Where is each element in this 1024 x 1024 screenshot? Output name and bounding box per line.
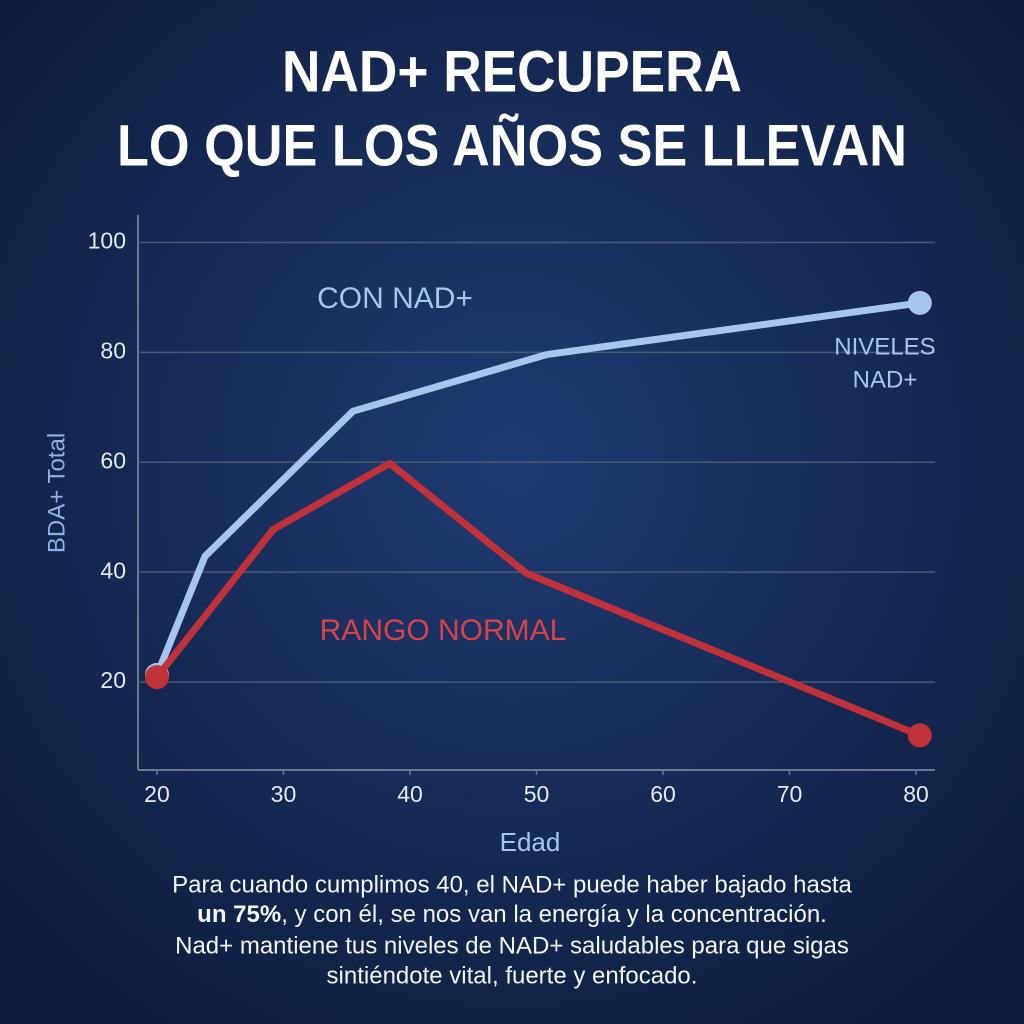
- y-tick-label: 80: [100, 337, 126, 363]
- x-tick-label: 40: [397, 781, 423, 807]
- end-point: [144, 665, 169, 690]
- end-point: [907, 723, 932, 748]
- y-tick-label: 40: [100, 557, 126, 583]
- y-tick-label: 100: [88, 228, 126, 254]
- series-label: CON NAD+: [317, 282, 473, 315]
- end-point: [907, 290, 932, 315]
- y-tick-label: 20: [100, 667, 126, 693]
- series-label: RANGO NORMAL: [320, 614, 567, 647]
- caption-line: un 75%, y con él, se nos van la energía …: [197, 901, 827, 928]
- y-tick-label: 60: [100, 447, 126, 473]
- x-tick-label: 30: [271, 781, 297, 807]
- x-tick-label: 50: [524, 781, 550, 807]
- x-tick-label: 60: [650, 781, 676, 807]
- x-tick-label: 80: [903, 781, 929, 807]
- series-line: [153, 299, 921, 677]
- chart-title: NAD+ RECUPERA: [282, 39, 742, 104]
- caption-bold: un 75%: [197, 901, 281, 928]
- caption-text: , y con él, se nos van la energía y la c…: [281, 901, 827, 928]
- series-line: [154, 459, 922, 739]
- x-axis-label: Edad: [500, 827, 561, 857]
- caption-line: sintiéndote vital, fuerte y enfocado.: [327, 962, 698, 989]
- caption-line: Para cuando cumplimos 40, el NAD+ puede …: [172, 871, 852, 898]
- x-tick-label: 70: [777, 781, 803, 807]
- x-tick-label: 20: [144, 781, 170, 807]
- chart-title: LO QUE LOS AÑOS SE LLEVAN: [117, 113, 907, 178]
- annotation: NAD+: [853, 366, 918, 393]
- y-axis-label: BDA+ Total: [43, 433, 70, 553]
- annotation: NIVELES: [834, 333, 935, 360]
- caption-line: Nad+ mantiene tus niveles de NAD+ saluda…: [175, 932, 849, 959]
